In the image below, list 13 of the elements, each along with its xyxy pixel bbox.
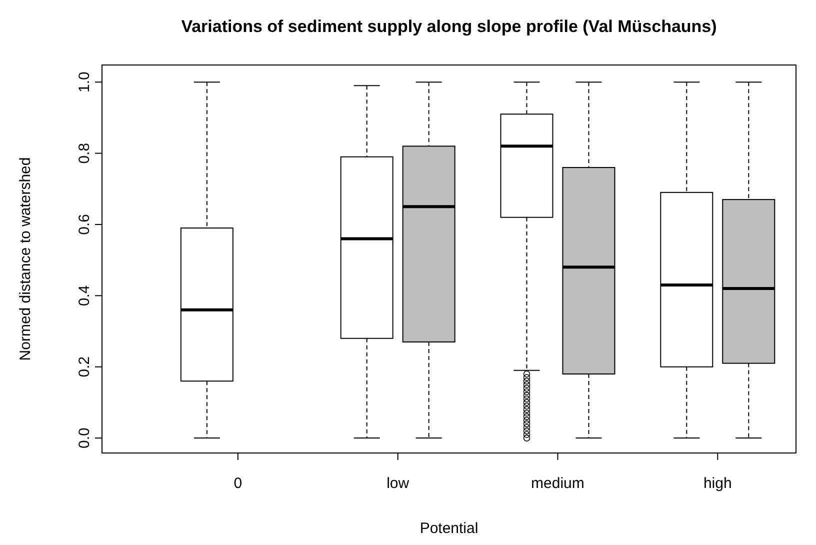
y-tick-label: 0.8 bbox=[76, 142, 93, 164]
y-tick-label: 0.0 bbox=[76, 428, 93, 448]
y-tick-label: 0.4 bbox=[76, 285, 93, 306]
y-axis-title: Normed distance to watershed bbox=[17, 157, 34, 361]
y-tick-label: 0.2 bbox=[76, 356, 93, 378]
x-tick-label: low bbox=[386, 475, 410, 492]
x-tick-label: 0 bbox=[234, 475, 242, 492]
x-tick-label: medium bbox=[531, 475, 584, 492]
y-tick-label: 1.0 bbox=[76, 72, 93, 93]
chart-title: Variations of sediment supply along slope profile (Val Müschauns) bbox=[181, 17, 717, 36]
y-tick-label: 0.6 bbox=[76, 214, 93, 235]
x-tick-label: high bbox=[703, 475, 732, 492]
x-axis-title: Potential bbox=[420, 520, 478, 537]
